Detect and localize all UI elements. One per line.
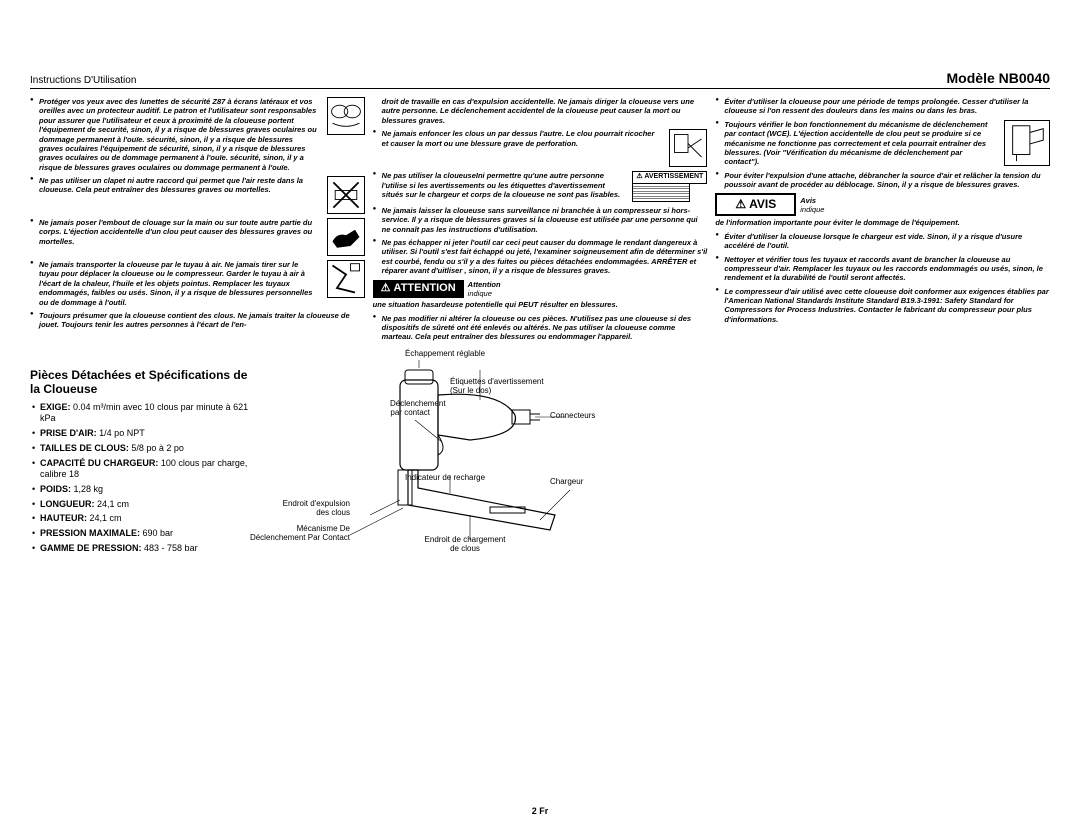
- lbl-connecteurs: Connecteurs: [550, 412, 595, 421]
- c3-item-0: Éviter d'utiliser la cloueuse pour une p…: [715, 97, 1050, 116]
- ricochet-icon: [669, 129, 707, 167]
- spec-8: GAMME DE PRESSION: 483 - 758 bar: [30, 543, 260, 555]
- c1-item-0: Protéger vos yeux avec des lunettes de s…: [30, 97, 365, 172]
- c3a-0: Éviter d'utiliser la cloueuse lorsque le…: [715, 232, 1050, 251]
- avis-text: de l'information importante pour éviter …: [715, 218, 1050, 227]
- c3a-1: Nettoyer et vérifier tous les tuyaux et …: [715, 255, 1050, 283]
- hand-nail-icon: [327, 218, 365, 256]
- spec-2: TAILLES DE CLOUS: 5/8 po à 2 po: [30, 443, 260, 455]
- attention-bar: ⚠ATTENTION Attentionindique: [373, 280, 708, 299]
- lbl-endroit-charg: Endroit de chargement de clous: [420, 536, 510, 554]
- hose-icon: [327, 260, 365, 298]
- warning-icon: ⚠: [735, 197, 746, 212]
- specs-left: Pièces Détachées et Spécifications de la…: [30, 360, 260, 558]
- specs-area: Pièces Détachées et Spécifications de la…: [30, 360, 1050, 558]
- lbl-endroit-exp: Endroit d'expulsion des clous: [280, 500, 350, 518]
- c1-item-2: Ne jamais poser l'embout de clouage sur …: [30, 218, 365, 256]
- specs-list: EXIGE: 0.04 m³/min avec 10 clous par min…: [30, 402, 260, 555]
- spec-7: PRESSION MAXIMALE: 690 bar: [30, 528, 260, 540]
- c2-item-1: Ne pas utiliser la cloueuseIni permettre…: [373, 171, 708, 202]
- lbl-chargeur: Chargeur: [550, 478, 583, 487]
- c1-item-4: Toujours présumer que la cloueuse contie…: [30, 311, 365, 330]
- spec-6: HAUTEUR: 24,1 cm: [30, 513, 260, 525]
- avis-bar: ⚠AVIS Avisindique: [715, 193, 1050, 216]
- spec-5: LONGUEUR: 24,1 cm: [30, 499, 260, 511]
- diagram-area: Échappement réglable Étiquettes d'averti…: [260, 360, 1050, 558]
- column-1: Protéger vos yeux avec des lunettes de s…: [30, 97, 365, 346]
- lbl-mecanisme: Mécanisme De Déclenchement Par Contact: [240, 525, 350, 543]
- c2-cont: droit de travaille en cas d'expulsion ac…: [373, 97, 708, 125]
- c2-item-3: Ne pas échapper ni jeter l'outil car cec…: [373, 238, 708, 276]
- c1-item-1: Ne pas utiliser un clapet ni autre racco…: [30, 176, 365, 214]
- spec-4: POIDS: 1,28 kg: [30, 484, 260, 496]
- c1-item-3: Ne jamais transporter la cloueuse par le…: [30, 260, 365, 307]
- spec-3: CAPACITÉ DU CHARGEUR: 100 clous par char…: [30, 458, 260, 481]
- goggles-icon: [327, 97, 365, 135]
- avert-label-box: ⚠ AVERTISSEMENT: [632, 171, 707, 202]
- c3-item-2: Pour éviter l'expulsion d'une attache, d…: [715, 171, 1050, 190]
- wce-icon: [1004, 120, 1050, 166]
- specs-title: Pièces Détachées et Spécifications de la…: [30, 368, 260, 396]
- lbl-indicateur: Indicateur de recharge: [405, 474, 485, 483]
- c2-after: Ne pas modifier ni altérer la cloueuse o…: [373, 314, 708, 342]
- column-2: droit de travaille en cas d'expulsion ac…: [373, 97, 708, 346]
- header-right: Modèle NB0040: [947, 70, 1050, 86]
- c3a-2: Le compresseur d'air utilisé avec cette …: [715, 287, 1050, 325]
- page-header: Instructions D'Utilisation Modèle NB0040: [30, 70, 1050, 89]
- body-columns: Protéger vos yeux avec des lunettes de s…: [30, 97, 1050, 346]
- c3-item-1: Toujours vérifier le bon fonctionnement …: [715, 120, 1050, 167]
- spec-1: PRISE D'AIR: 1/4 po NPT: [30, 428, 260, 440]
- lbl-etiquettes: Étiquettes d'avertissement(Sur le dos): [450, 378, 544, 396]
- column-3: Éviter d'utiliser la cloueuse pour une p…: [715, 97, 1050, 346]
- valve-icon: [327, 176, 365, 214]
- page-number: 2 Fr: [532, 806, 549, 816]
- spec-0: EXIGE: 0.04 m³/min avec 10 clous par min…: [30, 402, 260, 425]
- attention-text: une situation hasardeuse potentielle qui…: [373, 300, 708, 309]
- c2-item-0: Ne jamais enfoncer les clous un par dess…: [373, 129, 708, 167]
- c2-item-2: Ne jamais laisser la cloueuse sans surve…: [373, 206, 708, 234]
- lbl-declenchement: Déclenchement par contact: [390, 400, 430, 418]
- header-left: Instructions D'Utilisation: [30, 75, 136, 86]
- warning-icon: ⚠: [381, 282, 391, 296]
- lbl-echappement: Échappement réglable: [405, 350, 485, 359]
